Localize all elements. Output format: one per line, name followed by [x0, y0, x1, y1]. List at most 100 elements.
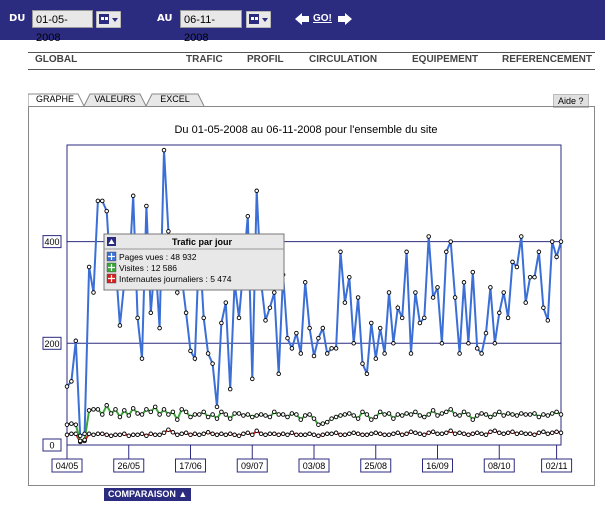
x-tick-box: [51, 458, 83, 473]
y-tick-box: [42, 235, 62, 249]
x-tick-box: [541, 458, 573, 473]
data-point: [435, 431, 440, 437]
data-point: [342, 300, 348, 305]
menu-global[interactable]: GLOBAL: [35, 54, 78, 65]
data-point: [272, 431, 277, 437]
data-point: [179, 431, 184, 437]
data-point: [254, 413, 259, 418]
data-point: [444, 409, 449, 415]
data-point: [395, 412, 401, 417]
data-point: [519, 430, 524, 436]
menu-circulation[interactable]: CIRCULATION: [309, 54, 378, 65]
data-point: [144, 407, 149, 412]
data-point: [223, 412, 229, 417]
data-point: [549, 430, 555, 436]
data-point: [505, 430, 511, 436]
data-point: [426, 412, 431, 417]
data-point: [333, 346, 339, 351]
data-point: [355, 295, 361, 300]
tab-valeurs[interactable]: VALEURS: [94, 94, 136, 104]
data-point: [210, 361, 215, 366]
menu-trafic[interactable]: TRAFIC: [186, 54, 223, 65]
data-point: [148, 431, 154, 437]
data-point: [532, 274, 537, 280]
data-point: [294, 330, 299, 336]
data-point: [241, 413, 246, 418]
data-point: [77, 433, 83, 439]
data-point: [377, 409, 383, 415]
data-point: [77, 438, 83, 444]
date-to-input[interactable]: 06-11-2008: [180, 10, 242, 44]
data-point: [426, 430, 431, 436]
data-point: [117, 414, 123, 420]
data-point: [369, 431, 374, 437]
data-point: [157, 432, 162, 438]
next-arrow-icon[interactable]: [337, 12, 353, 26]
data-point: [197, 432, 202, 438]
data-point: [501, 431, 506, 437]
menu-referencement[interactable]: REFERENCEMENT: [502, 54, 593, 65]
menu-equipement[interactable]: EQUIPEMENT: [412, 54, 479, 65]
data-point: [316, 335, 321, 341]
data-point: [342, 432, 348, 438]
calendar-from-icon[interactable]: [96, 11, 121, 28]
data-point: [554, 409, 559, 415]
data-point: [536, 414, 542, 420]
data-point: [430, 295, 436, 300]
go-button[interactable]: GO!: [313, 13, 332, 24]
data-point: [470, 417, 476, 422]
data-point: [285, 414, 290, 420]
data-point: [324, 431, 330, 437]
comparison-button[interactable]: COMPARAISON ▲: [104, 488, 192, 501]
data-point: [514, 431, 520, 437]
data-point: [483, 432, 489, 438]
data-point: [272, 409, 277, 415]
date-from-input[interactable]: 01-05-2008: [32, 10, 93, 44]
date-toolbar: DU 01-05-2008 AU 06-11-2008 GO!: [0, 0, 605, 44]
data-point: [373, 356, 379, 361]
data-point: [188, 348, 193, 354]
data-point: [474, 346, 480, 351]
data-point: [452, 431, 458, 437]
data-point: [439, 431, 445, 437]
data-point: [448, 428, 453, 434]
data-point: [289, 411, 295, 416]
x-tick-box: [422, 458, 453, 473]
x-tick-label: 26/05: [117, 461, 140, 471]
data-point: [505, 411, 511, 416]
data-point: [214, 432, 220, 438]
data-point: [479, 431, 484, 437]
data-point: [86, 408, 92, 413]
data-point: [488, 285, 493, 290]
y-tick-label: 200: [44, 339, 59, 349]
data-point: [360, 432, 365, 438]
data-point: [523, 300, 528, 305]
data-point: [307, 412, 312, 417]
data-point: [210, 431, 215, 437]
menu-profil[interactable]: PROFIL: [247, 54, 284, 65]
data-point: [267, 305, 273, 310]
tooltip: Trafic par jour Pages vues : 48 932Visite…: [103, 233, 285, 291]
data-point: [311, 416, 317, 421]
data-point: [130, 432, 136, 438]
data-point: [126, 433, 132, 439]
data-point: [347, 411, 352, 416]
previous-arrow-icon[interactable]: [294, 12, 310, 26]
chart-panel: Du 01-05-2008 au 06-11-2008 pour l'ensem…: [28, 106, 595, 486]
legend-label: Pages vues : 48 932: [119, 252, 197, 262]
tab-graphe[interactable]: GRAPHE: [35, 94, 74, 104]
data-point: [294, 412, 299, 417]
data-point: [536, 430, 542, 436]
calendar-to-icon[interactable]: [246, 11, 271, 28]
data-point: [364, 432, 370, 438]
data-point: [338, 432, 343, 438]
data-point: [395, 305, 401, 310]
data-point: [175, 290, 180, 295]
help-button[interactable]: Aide ?: [553, 94, 589, 108]
data-point: [541, 412, 546, 417]
chart-title: Du 01-05-2008 au 06-11-2008 pour l'ensem…: [174, 124, 437, 136]
y-tick-box: [42, 438, 62, 452]
data-point: [250, 432, 255, 438]
data-point: [86, 431, 92, 437]
tab-excel[interactable]: EXCEL: [160, 94, 190, 104]
